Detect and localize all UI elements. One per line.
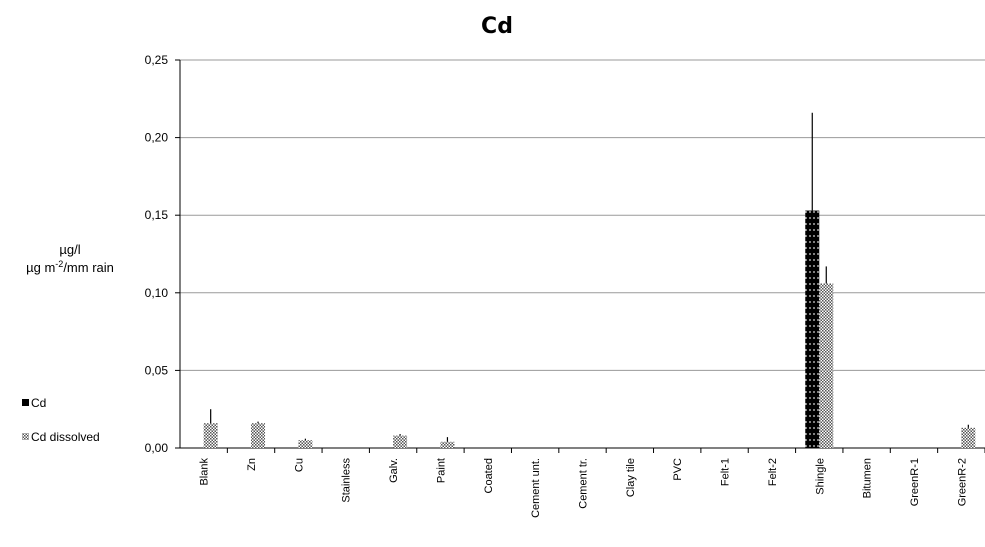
x-tick-label: Paint (435, 458, 447, 483)
y-tick-label: 0,15 (145, 208, 169, 222)
x-tick-label: Galv. (388, 458, 400, 483)
bars (203, 210, 976, 448)
bar-cd-dissolved (961, 427, 976, 448)
legend-swatch-cd-dissolved (22, 433, 29, 440)
bar-cd-dissolved (393, 435, 408, 448)
legend: Cd Cd dissolved (22, 396, 100, 444)
bar-cd-dissolved (203, 423, 218, 448)
x-tick-label: Clay tile (625, 458, 637, 497)
bar-cd-dissolved (298, 440, 313, 448)
x-tick-label: Felt-2 (767, 458, 779, 486)
y-axis-label-line2-pre: µg m (26, 260, 55, 275)
x-tick-label: GreenR-2 (956, 458, 968, 506)
y-axis-label-line2-sup: -2 (55, 259, 63, 269)
x-tick-label: Cement unt. (530, 458, 542, 518)
y-tick-label: 0,25 (145, 53, 169, 67)
y-axis-label-line2: µg m-2/mm rain (26, 259, 114, 275)
x-tick-label: Zn (246, 458, 258, 471)
bar-cd-dissolved (819, 283, 834, 448)
y-tick-label: 0,20 (145, 131, 169, 145)
x-tick-label: Bitumen (862, 458, 874, 498)
bar-cd-dissolved (440, 441, 455, 448)
y-tick-label: 0,00 (145, 441, 169, 455)
chart-title: Cd (481, 14, 513, 39)
legend-label-cd: Cd (31, 396, 46, 410)
y-tick-label: 0,05 (145, 363, 169, 377)
x-tick-label: Blank (199, 458, 211, 486)
bar-cd (805, 210, 820, 448)
y-tick-label: 0,10 (145, 286, 169, 300)
x-tick-label: Cu (293, 458, 305, 472)
x-tick-label: PVC (672, 458, 684, 481)
bar-cd-dissolved (251, 423, 266, 448)
x-tick-label: Felt-1 (720, 458, 732, 486)
x-tick-label: Shingle (814, 458, 826, 495)
gridlines (175, 59, 985, 453)
x-tick-labels: Blank Zn Cu Stainless Galv. Paint Coated Cement… (199, 458, 969, 518)
y-tick-labels: 0,00 0,05 0,10 0,15 0,20 0,25 (145, 53, 169, 455)
x-tick-label: Cement tr. (578, 458, 590, 509)
x-tick-label: Stainless (341, 458, 353, 503)
error-bars (210, 112, 969, 442)
legend-swatch-cd (22, 399, 29, 406)
legend-label-cd-dissolved: Cd dissolved (31, 430, 100, 444)
y-axis-label-line1: µg/l (59, 242, 80, 257)
y-axis-label-line2-post: /mm rain (63, 260, 114, 275)
x-tick-label: GreenR-1 (909, 458, 921, 506)
x-tick-label: Coated (483, 458, 495, 493)
